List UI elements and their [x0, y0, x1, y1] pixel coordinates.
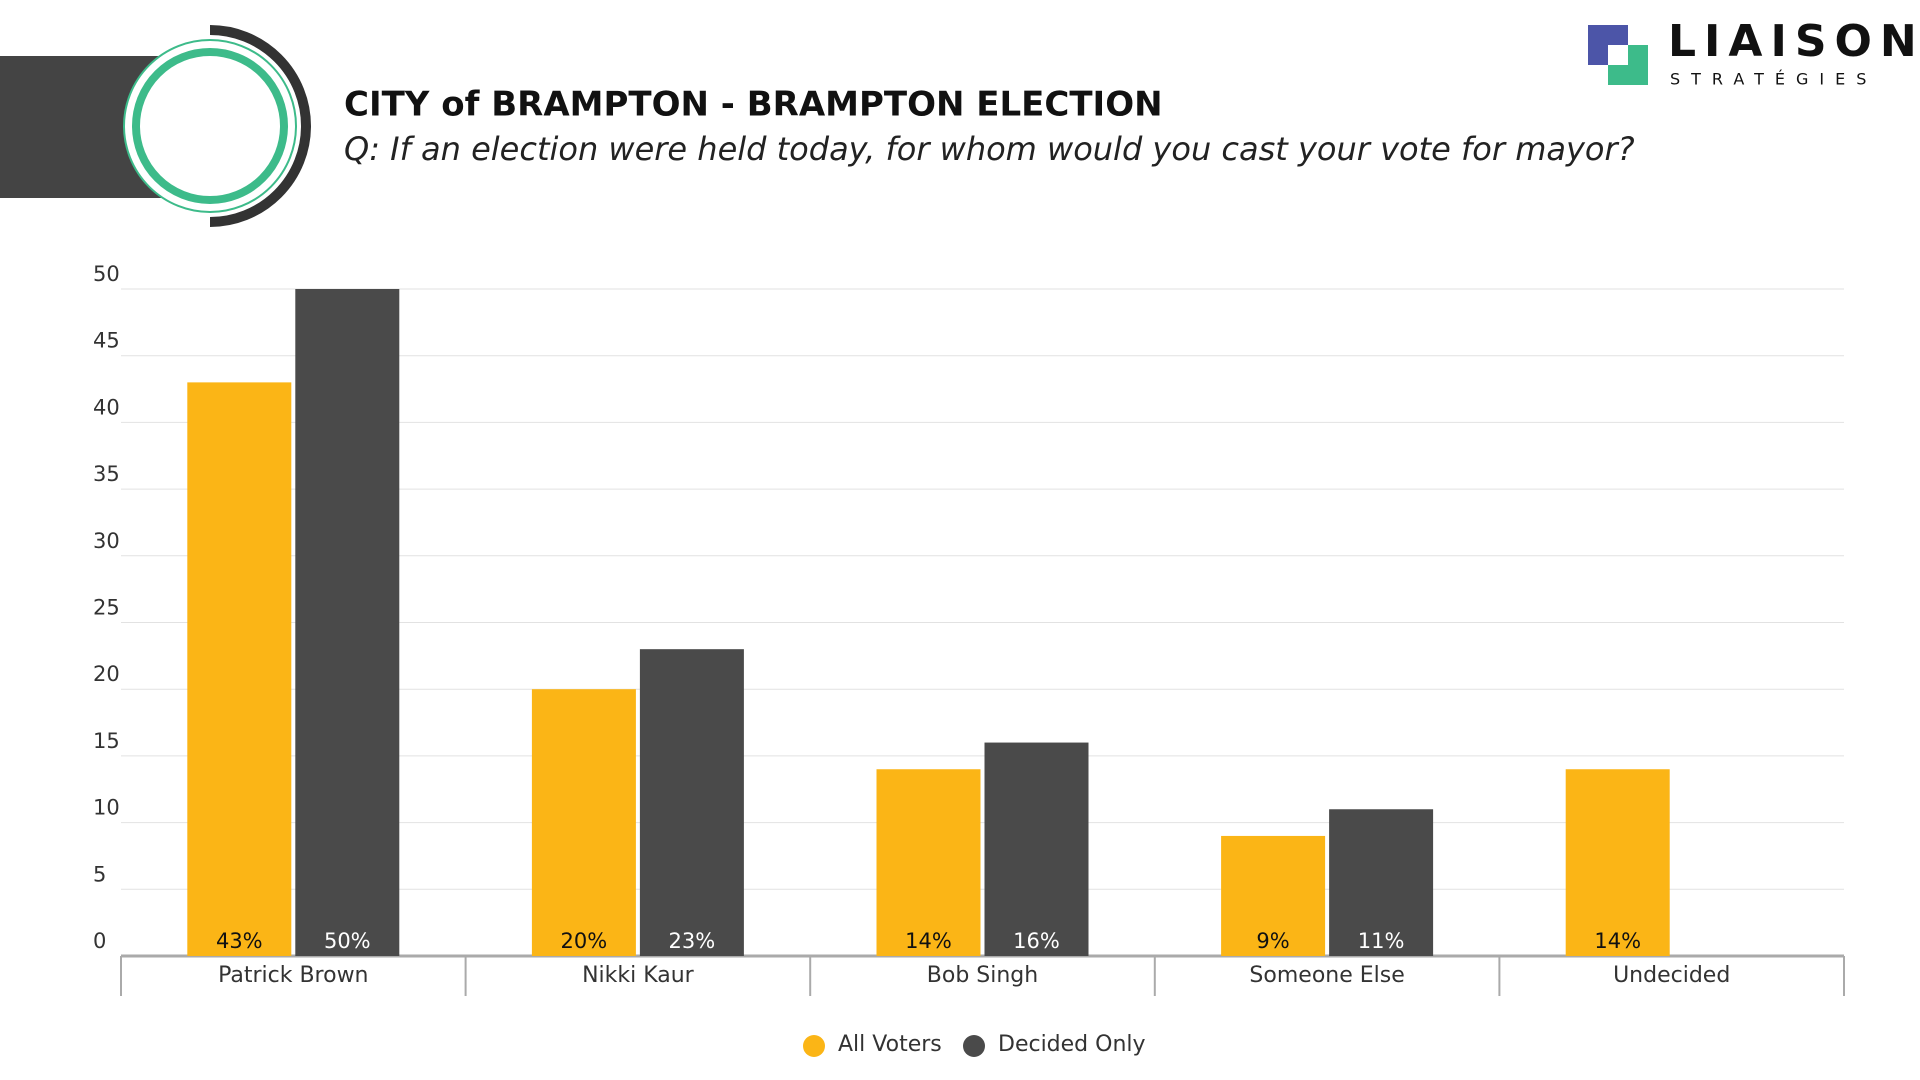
- legend-label: Decided Only: [998, 1032, 1146, 1057]
- value-label: 43%: [216, 929, 263, 953]
- x-tick-label: Bob Singh: [927, 963, 1038, 988]
- value-label: 14%: [905, 929, 952, 953]
- legend-swatch: [963, 1035, 985, 1057]
- x-tick-label: Undecided: [1613, 963, 1730, 988]
- y-tick-label: 15: [93, 729, 120, 753]
- y-tick-label: 50: [93, 262, 120, 286]
- logo-square: [1608, 45, 1628, 65]
- bar: [876, 769, 981, 956]
- bar: [1565, 769, 1670, 956]
- value-label: 9%: [1256, 929, 1289, 953]
- y-tick-label: 25: [93, 596, 120, 620]
- bar: [1221, 835, 1326, 956]
- x-tick-label: Nikki Kaur: [582, 963, 695, 988]
- y-tick-label: 35: [93, 462, 120, 486]
- y-tick-label: 45: [93, 329, 120, 353]
- x-tick-label: Patrick Brown: [218, 963, 368, 988]
- logo-name: LIAISON: [1668, 16, 1920, 67]
- legend-label: All Voters: [838, 1032, 942, 1057]
- y-tick-label: 20: [93, 662, 120, 686]
- bar: [1329, 809, 1434, 956]
- decor-ring: [132, 48, 288, 204]
- decor-arc: [209, 25, 311, 227]
- bar: [639, 649, 744, 956]
- y-tick-label: 40: [93, 395, 120, 419]
- bar: [187, 382, 292, 956]
- y-tick-label: 0: [93, 929, 106, 953]
- bar: [531, 689, 636, 956]
- value-label: 14%: [1594, 929, 1641, 953]
- y-tick-label: 30: [93, 529, 120, 553]
- logo-tagline: STRATÉGIES: [1670, 70, 1877, 89]
- bar: [984, 742, 1089, 956]
- x-tick-label: Someone Else: [1249, 963, 1404, 988]
- y-tick-label: 10: [93, 796, 120, 820]
- chart-title: CITY of BRAMPTON - BRAMPTON ELECTION: [344, 85, 1163, 125]
- legend-swatch: [803, 1035, 825, 1057]
- value-label: 23%: [669, 929, 716, 953]
- value-label: 20%: [561, 929, 608, 953]
- value-label: 11%: [1358, 929, 1405, 953]
- value-label: 16%: [1013, 929, 1060, 953]
- y-tick-label: 5: [93, 862, 106, 886]
- value-label: 50%: [324, 929, 371, 953]
- bar: [295, 289, 400, 956]
- chart-subtitle: Q: If an election were held today, for w…: [344, 130, 1635, 168]
